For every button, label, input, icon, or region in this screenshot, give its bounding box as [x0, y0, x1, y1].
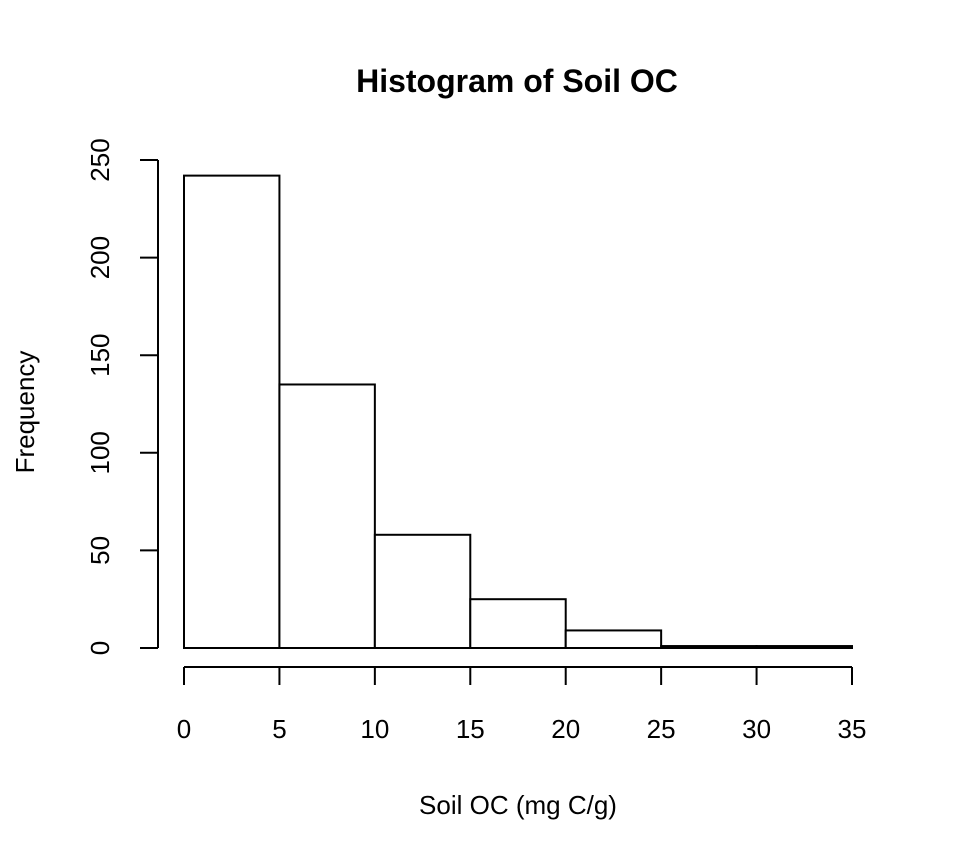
x-tick-label-5: 25	[647, 714, 676, 744]
x-tick-label-2: 10	[360, 714, 389, 744]
x-axis-label: Soil OC (mg C/g)	[419, 790, 617, 820]
y-tick-label-3: 150	[85, 334, 115, 377]
y-axis-label: Frequency	[10, 351, 40, 474]
chart-title: Histogram of Soil OC	[356, 63, 678, 99]
histogram-bar-3	[469, 598, 567, 650]
bars-layer	[183, 174, 853, 650]
histogram-bar-2	[373, 533, 472, 649]
x-tick-label-4: 20	[551, 714, 580, 744]
x-tick-label-0: 0	[177, 714, 191, 744]
x-tick-label-1: 5	[272, 714, 286, 744]
histogram-bar-1	[278, 383, 376, 649]
histogram-bar-6	[755, 645, 853, 649]
y-axis: 0 50 100 150 200 250	[85, 138, 159, 655]
x-tick-label-3: 15	[456, 714, 485, 744]
histogram-bar-5	[660, 645, 758, 649]
y-tick-label-1: 50	[85, 536, 115, 565]
histogram-bar-0	[183, 174, 281, 649]
y-tick-label-4: 200	[85, 236, 115, 279]
histogram-bar-4	[564, 629, 663, 650]
y-tick-label-5: 250	[85, 138, 115, 181]
x-tick-label-7: 35	[838, 714, 867, 744]
y-tick-label-2: 100	[85, 431, 115, 474]
x-tick-label-6: 30	[742, 714, 771, 744]
y-tick-label-0: 0	[85, 641, 115, 655]
x-axis: 0 5 10 15 20 25 30 35	[177, 666, 867, 744]
